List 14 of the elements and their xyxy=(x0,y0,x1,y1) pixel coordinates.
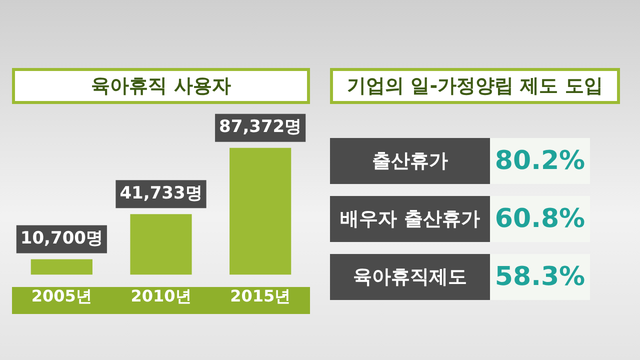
text: 기업의 일-가정양립 제도 도입 xyxy=(330,68,620,104)
data-label: 87,372명 xyxy=(219,117,302,138)
data-label: 41,733명 xyxy=(120,184,202,204)
data-label: 58.3% xyxy=(490,254,590,300)
data-label: 60.8% xyxy=(490,196,590,242)
category-label: 출산휴가 xyxy=(330,138,490,184)
category-label: 배우자 출산휴가 xyxy=(330,196,490,242)
x-tick-label: 2010년 xyxy=(130,286,192,306)
x-tick-label: 2015년 xyxy=(230,286,291,306)
category-label: 육아휴직제도 xyxy=(330,254,490,300)
chart-title: 육아휴직 사용자 xyxy=(12,68,310,104)
data-label: 80.2% xyxy=(490,138,590,184)
x-tick-label: 2005년 xyxy=(31,286,92,306)
data-label: 10,700명 xyxy=(20,228,103,249)
